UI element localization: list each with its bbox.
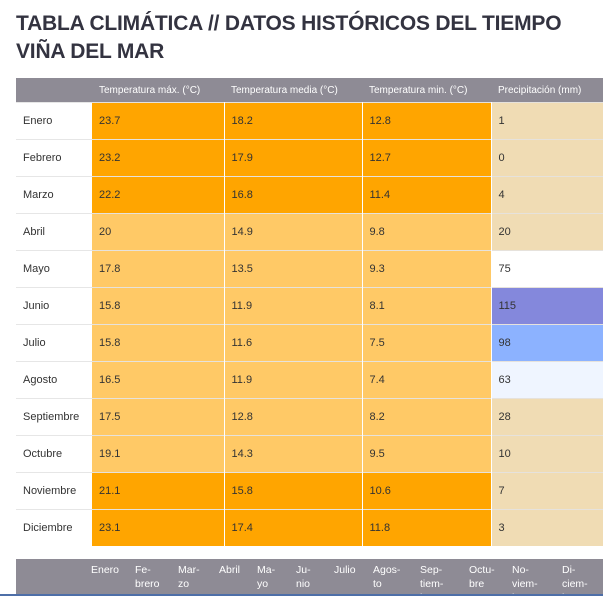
temp-max-value: 23.1 bbox=[92, 509, 225, 546]
month-strip-label: Mar- zo bbox=[178, 564, 200, 590]
precipitation-value: 20 bbox=[491, 213, 603, 251]
temp-mean-value: 14.9 bbox=[224, 213, 363, 251]
month-name: Octubre bbox=[16, 435, 92, 473]
page-title: TABLA CLIMÁTICA // DATOS HISTÓRICOS DEL … bbox=[0, 0, 603, 66]
temp-mean-value: 16.8 bbox=[224, 176, 363, 214]
bottom-divider bbox=[0, 594, 603, 596]
month-name: Junio bbox=[16, 287, 92, 325]
temp-min-value: 9.3 bbox=[362, 250, 492, 288]
table-row: Mayo 17.8 13.5 9.3 75 bbox=[16, 250, 603, 288]
table-body: Enero 23.7 18.2 12.8 1 Febrero 23.2 17.9 12.7 0 Ma… bbox=[16, 102, 603, 546]
table-row: Enero 23.7 18.2 12.8 1 bbox=[16, 102, 603, 140]
month-strip-label: Ma- yo bbox=[257, 564, 276, 590]
month-strip-label: Di- ciem- bre bbox=[562, 564, 588, 596]
temp-min-value: 9.5 bbox=[362, 435, 492, 473]
month-name: Febrero bbox=[16, 139, 92, 177]
temp-max-value: 19.1 bbox=[92, 435, 225, 473]
month-strip-label: Fe- brero bbox=[135, 564, 160, 590]
month-strip-label: Sep- tiem- bre bbox=[420, 564, 444, 596]
temp-mean-value: 11.6 bbox=[224, 324, 363, 362]
precipitation-value: 7 bbox=[491, 472, 603, 510]
temp-max-value: 15.8 bbox=[92, 324, 225, 362]
temp-mean-value: 14.3 bbox=[224, 435, 363, 473]
temp-min-value: 8.2 bbox=[362, 398, 492, 436]
month-name: Abril bbox=[16, 213, 92, 251]
precipitation-value: 28 bbox=[491, 398, 603, 436]
table-row: Diciembre 23.1 17.4 11.8 3 bbox=[16, 509, 603, 546]
header-temp-max: Temperatura máx. (°C) bbox=[92, 78, 224, 103]
temp-mean-value: 11.9 bbox=[224, 287, 363, 325]
temp-mean-value: 12.8 bbox=[224, 398, 363, 436]
table-row: Septiembre 17.5 12.8 8.2 28 bbox=[16, 398, 603, 436]
page-title-line-2: VIÑA DEL MAR bbox=[16, 40, 165, 63]
temp-max-value: 17.8 bbox=[92, 250, 225, 288]
table-row: Agosto 16.5 11.9 7.4 63 bbox=[16, 361, 603, 399]
table-row: Febrero 23.2 17.9 12.7 0 bbox=[16, 139, 603, 177]
table-row: Octubre 19.1 14.3 9.5 10 bbox=[16, 435, 603, 473]
temp-min-value: 11.8 bbox=[362, 509, 492, 546]
temp-max-value: 17.5 bbox=[92, 398, 225, 436]
temp-min-value: 7.5 bbox=[362, 324, 492, 362]
temp-mean-value: 17.9 bbox=[224, 139, 363, 177]
climate-table: Temperatura máx. (°C) Temperatura media … bbox=[16, 78, 603, 546]
temp-max-value: 22.2 bbox=[92, 176, 225, 214]
temp-min-value: 12.7 bbox=[362, 139, 492, 177]
precipitation-value: 1 bbox=[491, 102, 603, 140]
temp-min-value: 7.4 bbox=[362, 361, 492, 399]
precipitation-value: 0 bbox=[491, 139, 603, 177]
month-name: Agosto bbox=[16, 361, 92, 399]
month-name: Julio bbox=[16, 324, 92, 362]
temp-mean-value: 18.2 bbox=[224, 102, 363, 140]
table-row: Junio 15.8 11.9 8.1 115 bbox=[16, 287, 603, 325]
temp-max-value: 20 bbox=[92, 213, 225, 251]
month-strip-label: Ju- nio bbox=[296, 564, 311, 590]
precipitation-value: 63 bbox=[491, 361, 603, 399]
temp-min-value: 11.4 bbox=[362, 176, 492, 214]
precipitation-value: 115 bbox=[491, 287, 603, 325]
precipitation-value: 98 bbox=[491, 324, 603, 362]
temp-max-value: 16.5 bbox=[92, 361, 225, 399]
header-month bbox=[16, 78, 92, 103]
temp-min-value: 12.8 bbox=[362, 102, 492, 140]
month-strip-label: Agos- to bbox=[373, 564, 401, 590]
month-strip-label: Octu- bre bbox=[469, 564, 495, 590]
header-temp-mean: Temperatura media (°C) bbox=[224, 78, 362, 103]
temp-mean-value: 15.8 bbox=[224, 472, 363, 510]
table-row: Marzo 22.2 16.8 11.4 4 bbox=[16, 176, 603, 214]
month-strip-label: No- viem- bre bbox=[512, 564, 538, 596]
temp-max-value: 15.8 bbox=[92, 287, 225, 325]
month-name: Marzo bbox=[16, 176, 92, 214]
precipitation-value: 3 bbox=[491, 509, 603, 546]
precipitation-value: 75 bbox=[491, 250, 603, 288]
month-name: Noviembre bbox=[16, 472, 92, 510]
header-temp-min: Temperatura min. (°C) bbox=[362, 78, 491, 103]
header-precipitation: Precipitación (mm) bbox=[491, 78, 603, 103]
month-strip: Enero Fe- brero Mar- zo Abril Ma- yo Ju- nio J… bbox=[16, 559, 603, 596]
temp-mean-value: 11.9 bbox=[224, 361, 363, 399]
temp-min-value: 10.6 bbox=[362, 472, 492, 510]
temp-max-value: 21.1 bbox=[92, 472, 225, 510]
page-title-line-1: TABLA CLIMÁTICA // DATOS HISTÓRICOS DEL … bbox=[16, 12, 562, 35]
month-strip-label: Enero bbox=[91, 564, 120, 576]
temp-min-value: 9.8 bbox=[362, 213, 492, 251]
month-strip-label: Abril bbox=[219, 564, 241, 576]
month-name: Septiembre bbox=[16, 398, 92, 436]
month-strip-label: Julio bbox=[334, 564, 356, 576]
month-name: Enero bbox=[16, 102, 92, 140]
table-row: Abril 20 14.9 9.8 20 bbox=[16, 213, 603, 251]
temp-mean-value: 13.5 bbox=[224, 250, 363, 288]
month-name: Diciembre bbox=[16, 509, 92, 546]
table-header-row: Temperatura máx. (°C) Temperatura media … bbox=[16, 78, 603, 103]
temp-max-value: 23.2 bbox=[92, 139, 225, 177]
precipitation-value: 4 bbox=[491, 176, 603, 214]
month-name: Mayo bbox=[16, 250, 92, 288]
temp-min-value: 8.1 bbox=[362, 287, 492, 325]
precipitation-value: 10 bbox=[491, 435, 603, 473]
temp-mean-value: 17.4 bbox=[224, 509, 363, 546]
temp-max-value: 23.7 bbox=[92, 102, 225, 140]
table-row: Julio 15.8 11.6 7.5 98 bbox=[16, 324, 603, 362]
table-row: Noviembre 21.1 15.8 10.6 7 bbox=[16, 472, 603, 510]
